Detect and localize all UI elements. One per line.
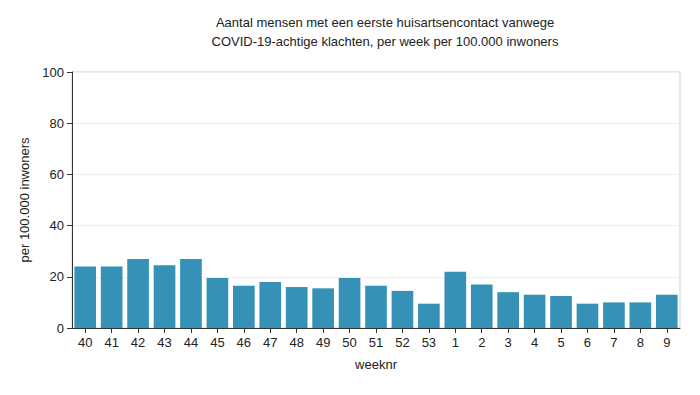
svg-text:0: 0 <box>57 321 64 336</box>
svg-text:41: 41 <box>104 335 118 350</box>
svg-text:40: 40 <box>50 218 64 233</box>
svg-text:40: 40 <box>78 335 92 350</box>
svg-text:COVID-19-achtige klachten, per: COVID-19-achtige klachten, per week per … <box>212 34 559 49</box>
svg-text:7: 7 <box>610 335 617 350</box>
svg-text:80: 80 <box>50 116 64 131</box>
svg-text:4: 4 <box>531 335 538 350</box>
svg-text:5: 5 <box>557 335 564 350</box>
svg-text:49: 49 <box>316 335 330 350</box>
svg-text:47: 47 <box>263 335 277 350</box>
svg-text:9: 9 <box>663 335 670 350</box>
svg-text:42: 42 <box>131 335 145 350</box>
svg-text:44: 44 <box>184 335 198 350</box>
svg-text:2: 2 <box>478 335 485 350</box>
svg-text:51: 51 <box>369 335 383 350</box>
svg-text:100: 100 <box>42 65 64 80</box>
svg-text:8: 8 <box>637 335 644 350</box>
svg-text:50: 50 <box>342 335 356 350</box>
svg-text:1: 1 <box>452 335 459 350</box>
svg-text:48: 48 <box>289 335 303 350</box>
svg-text:Aantal mensen met een eerste h: Aantal mensen met een eerste huisartsenc… <box>216 15 554 30</box>
svg-text:46: 46 <box>237 335 251 350</box>
svg-text:43: 43 <box>157 335 171 350</box>
svg-text:52: 52 <box>395 335 409 350</box>
svg-text:60: 60 <box>50 167 64 182</box>
svg-text:53: 53 <box>422 335 436 350</box>
svg-text:per 100.000 inwoners: per 100.000 inwoners <box>17 137 32 263</box>
svg-text:45: 45 <box>210 335 224 350</box>
svg-text:weeknr: weeknr <box>354 357 398 372</box>
svg-text:6: 6 <box>584 335 591 350</box>
svg-text:3: 3 <box>505 335 512 350</box>
svg-text:20: 20 <box>50 269 64 284</box>
